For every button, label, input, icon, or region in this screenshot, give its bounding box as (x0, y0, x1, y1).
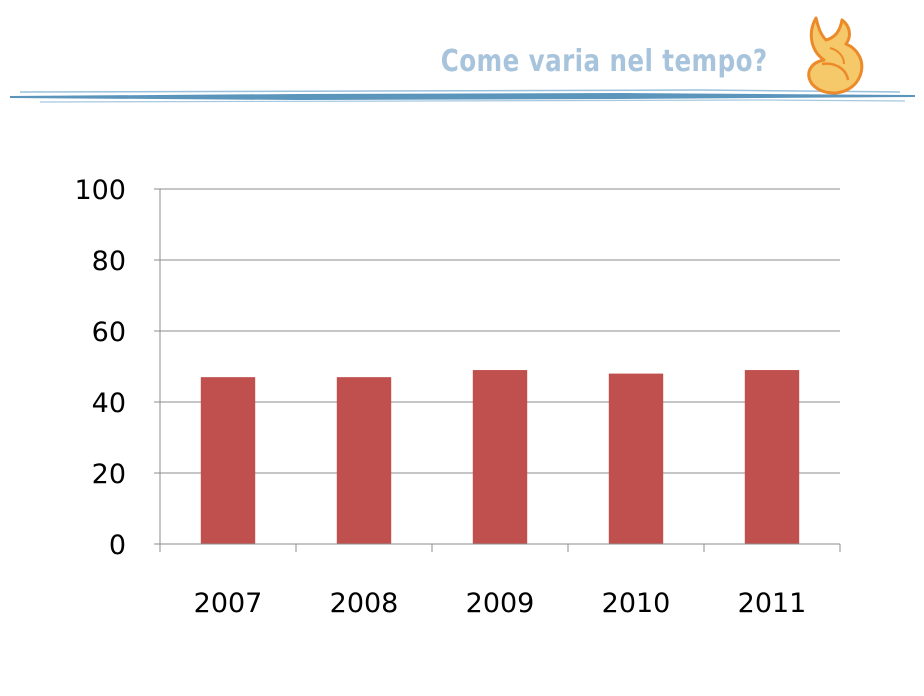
bar-2007 (200, 377, 256, 544)
axes (154, 188, 841, 552)
bar-2011 (744, 370, 800, 544)
y-tick-label: 0 (109, 530, 126, 561)
y-tick-label: 80 (92, 246, 126, 277)
bars (200, 370, 800, 544)
bar-2010 (608, 373, 664, 544)
y-tick-labels: 0 20 40 60 80 100 (74, 175, 126, 561)
x-tick-label: 2010 (602, 588, 671, 619)
x-tick-label: 2008 (330, 588, 399, 619)
x-tick-label: 2009 (466, 588, 535, 619)
y-tick-label: 60 (92, 317, 126, 348)
y-tick-label: 100 (74, 175, 126, 206)
flame-icon (807, 16, 864, 95)
bar-2009 (472, 370, 528, 544)
slide-title: Come varia nel tempo? (441, 44, 768, 79)
y-tick-label: 40 (92, 388, 126, 419)
x-tick-label: 2007 (194, 588, 263, 619)
x-tick-labels: 2007 2008 2009 2010 2011 (194, 588, 807, 619)
x-tick-label: 2011 (738, 588, 807, 619)
header-divider-line (10, 89, 915, 103)
y-tick-label: 20 (92, 459, 126, 490)
bar-2008 (336, 377, 392, 544)
